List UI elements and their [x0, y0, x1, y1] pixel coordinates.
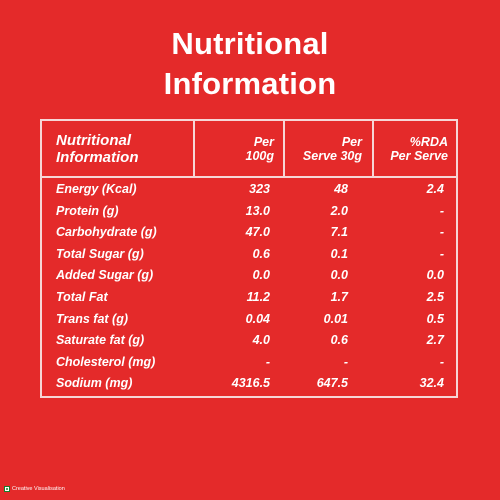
per-100g-value: 0.04	[245, 311, 270, 326]
per-serve-value: 0.1	[330, 246, 348, 261]
per-100g-value: 47.0	[245, 225, 270, 240]
creative-visualisation-note: Creative Visualisation	[4, 486, 65, 492]
per-serve-value: -	[343, 354, 348, 369]
header-label: Per Serve	[390, 148, 448, 163]
table-row: Saturate fat (g) 4.0 0.6 2.7	[42, 330, 456, 352]
column-divider	[193, 121, 195, 177]
header-per-serve: Per Serve 30g	[284, 121, 374, 176]
rda-value: 2.7	[426, 333, 444, 348]
nutrient-name: Energy (Kcal)	[56, 182, 137, 196]
header-label: Serve 30g	[302, 148, 362, 163]
per-serve-value: 0.01	[323, 311, 348, 326]
table-row: Energy (Kcal) 323 48 2.4	[42, 179, 456, 201]
per-serve-value: 647.5	[316, 376, 348, 391]
per-100g-value: -	[265, 354, 270, 369]
header-per-100g: Per 100g	[194, 121, 286, 176]
column-divider	[283, 121, 285, 177]
header-label: Per	[341, 134, 362, 149]
column-divider	[372, 121, 374, 177]
nutrient-name: Saturate fat (g)	[56, 333, 145, 348]
per-100g-value: 323	[249, 182, 270, 196]
table-row: Total Fat 11.2 1.7 2.5	[42, 287, 456, 309]
table-row: Trans fat (g) 0.04 0.01 0.5	[42, 309, 456, 331]
rda-value: 2.5	[426, 289, 444, 304]
rda-value: 0.0	[426, 268, 444, 283]
table-row: Sodium (mg) 4316.5 647.5 32.4	[42, 373, 456, 395]
table-row: Added Sugar (g) 0.0 0.0 0.0	[42, 265, 456, 287]
header-nutritional-information: Nutritional Information	[56, 121, 196, 176]
rda-value: -	[439, 203, 444, 218]
nutrient-name: Total Sugar (g)	[56, 246, 144, 261]
rda-value: 2.4	[426, 182, 444, 196]
per-serve-value: 48	[334, 182, 348, 196]
nutrient-name: Protein (g)	[56, 203, 119, 218]
nutrient-name: Carbohydrate (g)	[56, 225, 157, 240]
footer-note: Creative Visualisation	[12, 486, 65, 492]
per-serve-value: 2.0	[330, 203, 348, 218]
rda-value: -	[439, 225, 444, 240]
table-row: Cholesterol (mg) - - -	[42, 352, 456, 374]
per-100g-value: 0.6	[252, 246, 270, 261]
rda-value: 32.4	[419, 376, 444, 391]
header-label: %RDA	[409, 134, 448, 149]
nutrient-name: Cholesterol (mg)	[56, 354, 156, 369]
per-serve-value: 0.6	[330, 333, 348, 348]
per-100g-value: 13.0	[245, 203, 270, 218]
header-rda: %RDA Per Serve	[373, 121, 460, 176]
nutrient-name: Trans fat (g)	[56, 311, 128, 326]
rda-value: 0.5	[426, 311, 444, 326]
per-100g-value: 0.0	[252, 268, 270, 283]
veg-mark-icon	[4, 486, 10, 492]
per-serve-value: 1.7	[330, 289, 348, 304]
rda-value: -	[439, 246, 444, 261]
table-body: Energy (Kcal) 323 48 2.4 Protein (g) 13.…	[42, 179, 456, 395]
per-100g-value: 4316.5	[231, 376, 270, 391]
header-label: 100g	[245, 148, 275, 163]
nutrient-name: Sodium (mg)	[56, 376, 133, 391]
per-serve-value: 7.1	[330, 225, 348, 240]
table-row: Protein (g) 13.0 2.0 -	[42, 201, 456, 223]
page-title-line1: Nutritional	[171, 26, 329, 61]
per-100g-value: 4.0	[252, 333, 270, 348]
nutrient-name: Added Sugar (g)	[56, 268, 154, 283]
rda-value: -	[439, 354, 444, 369]
per-100g-value: 11.2	[246, 289, 270, 304]
nutrition-table: Nutritional Information Per 100g Per Ser…	[40, 119, 458, 398]
page-title-line2: Information	[163, 66, 337, 101]
table-row: Carbohydrate (g) 47.0 7.1 -	[42, 222, 456, 244]
header-divider	[42, 176, 456, 178]
table-row: Total Sugar (g) 0.6 0.1 -	[42, 244, 456, 266]
header-label: Nutritional	[56, 131, 131, 149]
per-serve-value: 0.0	[330, 268, 348, 283]
header-label: Per	[253, 134, 274, 149]
page-title: Nutritional Information	[0, 24, 500, 104]
header-label: Information	[56, 148, 139, 166]
nutrient-name: Total Fat	[56, 289, 108, 304]
